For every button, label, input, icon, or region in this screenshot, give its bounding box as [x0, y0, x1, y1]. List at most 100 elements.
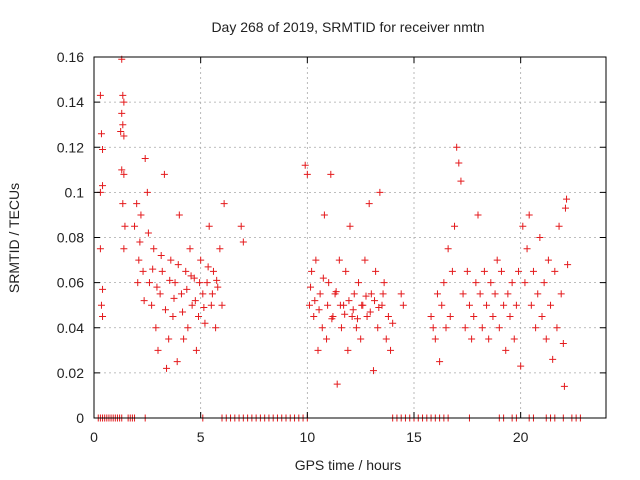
data-point — [508, 279, 516, 287]
data-point — [160, 170, 168, 178]
data-point — [120, 170, 128, 178]
data-point — [182, 267, 190, 275]
data-point — [120, 245, 128, 253]
data-point — [119, 91, 127, 99]
data-point — [349, 306, 357, 314]
y-tick-label: 0.12 — [57, 139, 84, 155]
data-point — [205, 222, 213, 230]
data-point — [207, 301, 215, 309]
chart-title: Day 268 of 2019, SRMTID for receiver nmt… — [211, 19, 484, 35]
data-point — [216, 245, 224, 253]
data-point — [170, 294, 178, 302]
data-point — [196, 279, 204, 287]
data-point — [218, 301, 226, 309]
data-point — [135, 256, 143, 264]
data-point — [369, 367, 377, 375]
data-point — [139, 267, 147, 275]
data-point — [301, 161, 309, 169]
data-point — [213, 276, 221, 284]
data-point — [97, 130, 105, 138]
data-point — [459, 290, 467, 298]
data-point — [183, 285, 191, 293]
data-point — [312, 256, 320, 264]
data-point — [188, 301, 196, 309]
data-point — [512, 301, 520, 309]
data-point — [180, 335, 188, 343]
data-point — [121, 222, 129, 230]
data-point — [120, 98, 128, 106]
data-point — [150, 245, 158, 253]
axis-ticks: 0 0.02 0.04 0.06 0.08 0.1 0.12 0.14 0.16 0 5 10 15 20 — [57, 49, 606, 445]
data-point — [153, 283, 161, 291]
data-point — [136, 238, 144, 246]
data-point — [348, 312, 356, 320]
data-point — [137, 211, 145, 219]
data-point — [209, 267, 217, 275]
data-point — [200, 303, 208, 311]
y-tick-label: 0.02 — [57, 365, 84, 381]
y-tick-label: 0.1 — [65, 184, 85, 200]
data-point — [438, 301, 446, 309]
data-point — [187, 272, 195, 280]
data-point — [448, 267, 456, 275]
data-point — [186, 245, 194, 253]
data-point — [446, 312, 454, 320]
data-point — [397, 290, 405, 298]
data-point — [99, 285, 107, 293]
data-point — [357, 335, 365, 343]
data-point — [487, 279, 495, 287]
data-point — [99, 182, 107, 190]
data-point — [559, 340, 567, 348]
data-point — [532, 324, 540, 332]
data-point — [171, 279, 179, 287]
data-point — [485, 335, 493, 343]
data-point — [564, 261, 572, 269]
data-point — [549, 355, 557, 363]
data-point — [463, 267, 471, 275]
data-point — [337, 324, 345, 332]
data-point — [341, 310, 349, 318]
data-point — [97, 301, 105, 309]
data-point — [493, 256, 501, 264]
data-point — [455, 159, 463, 167]
y-tick-label: 0.04 — [57, 320, 84, 336]
data-point — [525, 211, 533, 219]
data-point — [517, 362, 525, 370]
x-tick-label: 5 — [197, 429, 205, 445]
data-point — [336, 301, 344, 309]
x-tick-label: 10 — [300, 429, 316, 445]
data-point — [118, 166, 126, 174]
data-point — [384, 312, 392, 320]
data-point — [212, 324, 220, 332]
data-point — [371, 297, 379, 305]
data-point — [345, 297, 353, 305]
data-point — [440, 279, 448, 287]
data-point — [538, 312, 546, 320]
data-point — [328, 315, 336, 323]
data-point — [472, 279, 480, 287]
data-point — [332, 288, 340, 296]
data-point — [157, 252, 165, 260]
data-point — [203, 279, 211, 287]
data-point — [540, 279, 548, 287]
x-tick-label: 20 — [513, 429, 529, 445]
data-point — [476, 290, 484, 298]
data-point — [523, 245, 531, 253]
data-point — [453, 143, 461, 151]
data-point — [483, 301, 491, 309]
data-point — [389, 319, 397, 327]
data-point — [551, 267, 559, 275]
data-points — [94, 55, 584, 422]
data-point — [557, 290, 565, 298]
data-point — [500, 301, 508, 309]
y-tick-label: 0 — [76, 410, 84, 426]
data-point — [474, 211, 482, 219]
data-point — [325, 279, 333, 287]
y-tick-label: 0.16 — [57, 49, 84, 65]
data-point — [352, 324, 360, 332]
data-point — [141, 155, 149, 163]
data-point — [544, 256, 552, 264]
data-point — [143, 188, 151, 196]
data-point — [335, 256, 343, 264]
